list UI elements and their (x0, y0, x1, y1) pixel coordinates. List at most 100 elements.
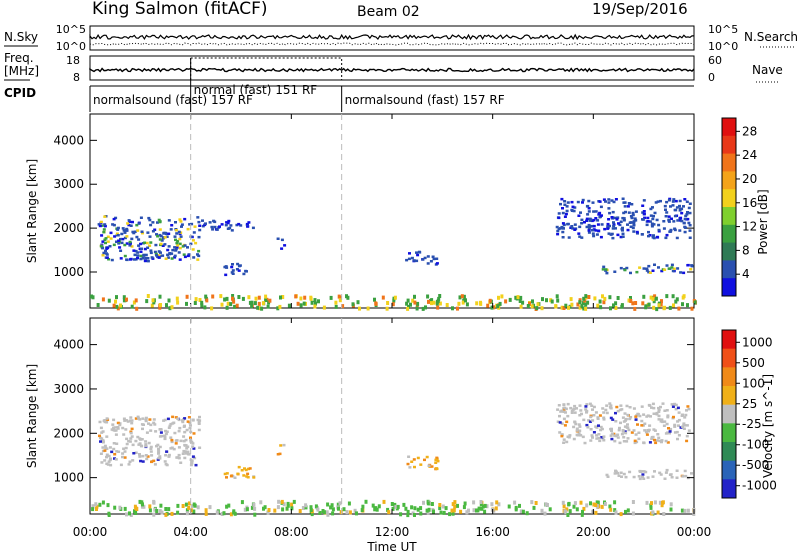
echo-cell (122, 433, 126, 436)
echo-cell (636, 412, 640, 416)
echo-cell (577, 232, 581, 235)
echo-cell (563, 509, 567, 514)
echo-cell (174, 221, 177, 224)
echo-cell (168, 424, 172, 428)
echo-cell (620, 432, 624, 436)
echo-cell (177, 446, 181, 449)
echo-cell (594, 210, 598, 213)
echo-cell (453, 504, 457, 509)
echo-cell (679, 207, 682, 210)
echo-cell (185, 428, 189, 432)
echo-cell (303, 295, 307, 300)
echo-cell (121, 452, 125, 455)
echo-cell (611, 210, 615, 214)
echo-cell (164, 429, 167, 433)
echo-cell (178, 426, 182, 430)
x-tick-label: 00:00 (677, 525, 712, 539)
echo-cell (410, 256, 414, 260)
echo-cell (680, 219, 684, 223)
echo-cell (166, 417, 170, 421)
echo-cell (567, 436, 571, 439)
echo-cell (116, 228, 120, 231)
echo-cell (165, 235, 169, 238)
echo-cell (631, 511, 635, 516)
echo-cell (605, 411, 609, 415)
echo-cell (225, 296, 229, 301)
echo-cell (634, 210, 638, 213)
echo-cell (587, 231, 591, 234)
echo-cell (673, 402, 677, 406)
echo-cell (148, 508, 152, 513)
colorbar-swatch (722, 386, 736, 406)
echo-cell (653, 470, 656, 473)
echo-cell (686, 211, 689, 214)
echo-cell (434, 467, 438, 470)
echo-cell (158, 445, 162, 449)
echo-cell (429, 260, 433, 263)
echo-cell (134, 439, 138, 443)
echo-cell (452, 508, 456, 513)
echo-cell (125, 242, 129, 245)
echo-cell (188, 426, 192, 430)
echo-cell (587, 295, 591, 299)
echo-cell (595, 503, 599, 508)
echo-cell (406, 306, 410, 311)
echo-cell (278, 452, 282, 456)
echo-cell (239, 224, 243, 227)
echo-cell (196, 216, 200, 219)
echo-cell (566, 414, 570, 418)
echo-cell (409, 302, 412, 307)
echo-cell (623, 425, 627, 428)
echo-cell (672, 198, 676, 201)
echo-cell (606, 475, 610, 478)
echo-cell (486, 303, 490, 308)
echo-cell (431, 255, 435, 258)
nsky-label: N.Sky (4, 30, 38, 44)
echo-cell (125, 258, 129, 261)
echo-cell (589, 428, 593, 431)
echo-cell (430, 465, 434, 468)
echo-cell (220, 302, 224, 307)
echo-cell (129, 513, 133, 517)
echo-cell (229, 474, 233, 478)
echo-cell (181, 245, 185, 248)
echo-cell (313, 298, 317, 303)
echo-cell (186, 254, 190, 258)
echo-cell (642, 199, 646, 202)
echo-cell (607, 207, 611, 210)
echo-cell (592, 405, 596, 409)
echo-cell (159, 431, 163, 434)
echo-cell (107, 460, 111, 463)
echo-cell (172, 447, 176, 451)
echo-cell (573, 223, 577, 226)
echo-cell (654, 201, 658, 204)
echo-cell (174, 416, 178, 419)
echo-cell (144, 253, 148, 257)
echo-cell (176, 239, 180, 243)
echo-cell (599, 428, 603, 432)
echo-cell (647, 230, 650, 234)
colorbar-tick-label: 12 (742, 220, 757, 234)
echo-cell (138, 455, 142, 458)
echo-cell (178, 237, 182, 241)
echo-cell (182, 439, 186, 443)
echo-cell (137, 222, 141, 225)
echo-cell (577, 214, 581, 217)
echo-cell (578, 433, 582, 437)
echo-cell (641, 218, 645, 221)
echo-cell (224, 223, 228, 227)
echo-cell (548, 507, 552, 512)
echo-cell (564, 407, 568, 411)
echo-cell (676, 267, 680, 270)
echo-cell (253, 301, 257, 306)
echo-cell (125, 512, 128, 517)
echo-cell (682, 422, 686, 425)
echo-cell (633, 306, 637, 311)
echo-cell (642, 212, 646, 216)
echo-cell (237, 222, 241, 226)
echo-cell (96, 303, 100, 307)
echo-cell (139, 250, 143, 253)
echo-cell (151, 230, 155, 233)
echo-cell (99, 244, 103, 248)
echo-cell (483, 509, 487, 514)
